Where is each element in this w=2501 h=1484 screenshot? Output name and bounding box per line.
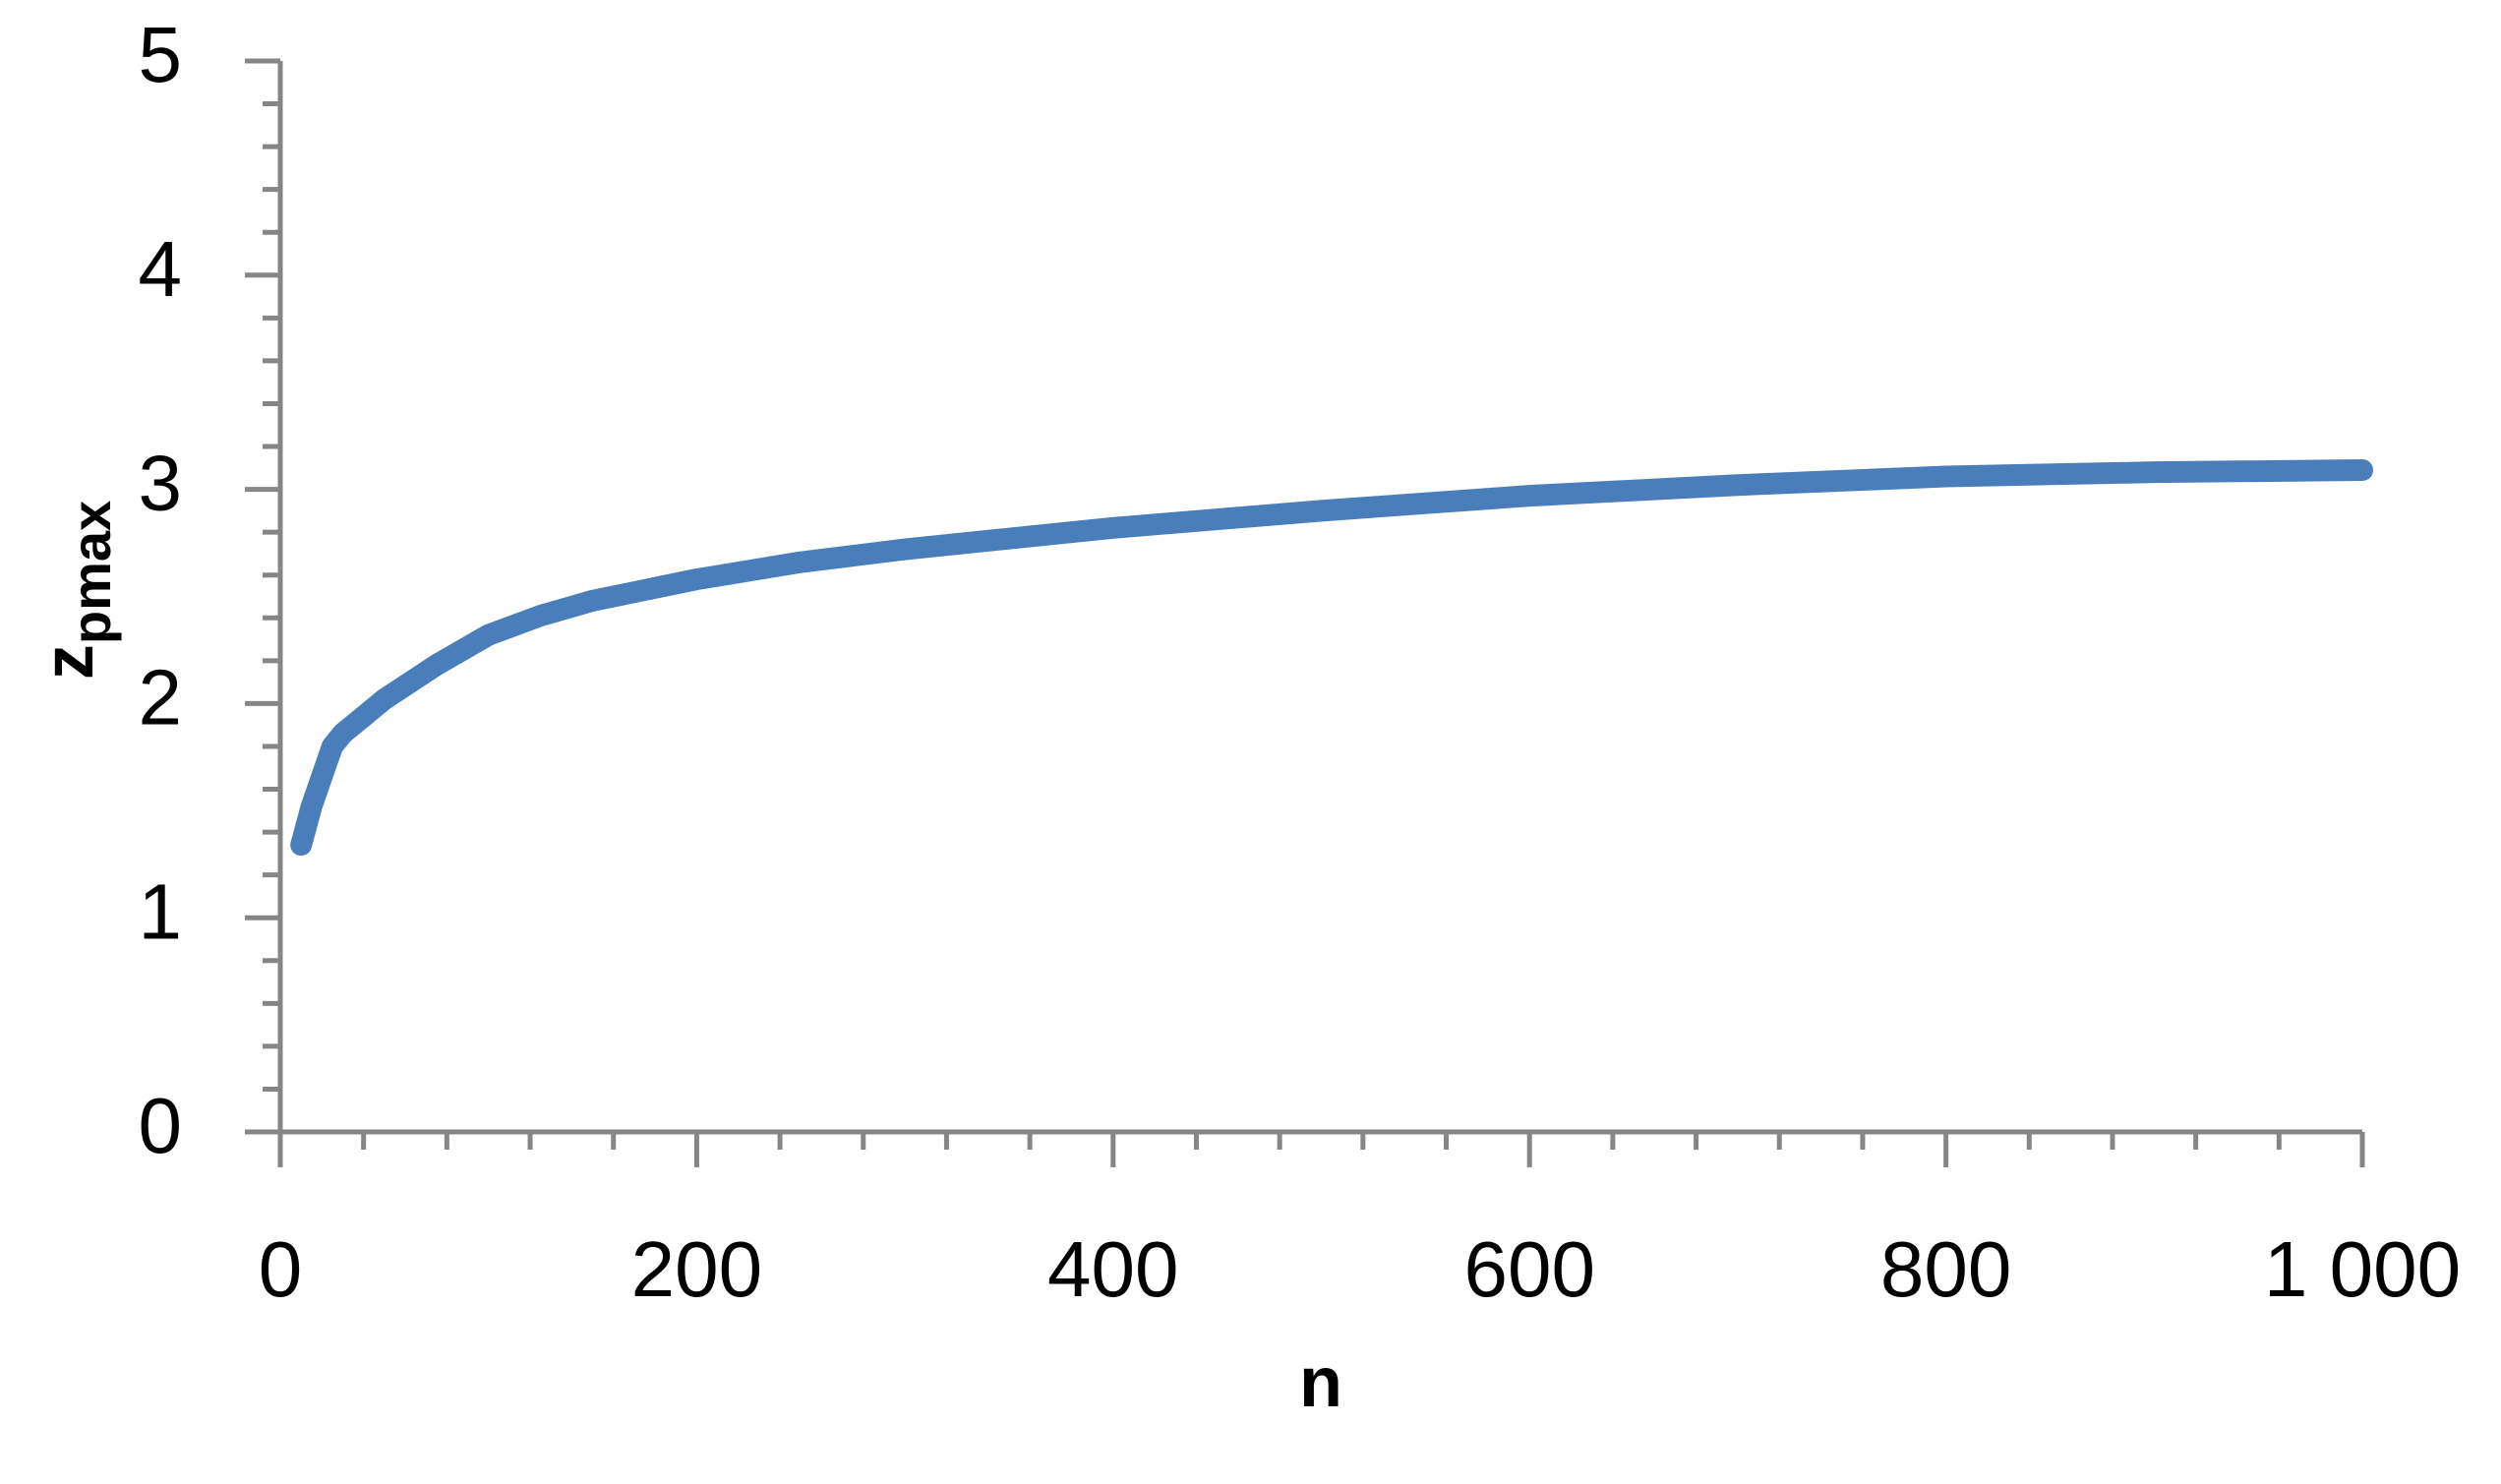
x-tick-label: 1 000 bbox=[2264, 1225, 2461, 1313]
data-line bbox=[290, 458, 2373, 857]
x-axis-title: n bbox=[1299, 1343, 1342, 1422]
y-axis-title: zpmax bbox=[30, 501, 122, 680]
y-tick-label: 5 bbox=[139, 11, 183, 98]
y-tick-label: 0 bbox=[139, 1082, 183, 1169]
y-tick-label: 2 bbox=[139, 654, 183, 742]
y-tick-label: 3 bbox=[139, 440, 183, 527]
y-tick-label: 1 bbox=[139, 867, 183, 955]
x-tick-label: 600 bbox=[1463, 1225, 1594, 1313]
x-tick-label: 200 bbox=[631, 1225, 762, 1313]
x-tick-label: 0 bbox=[259, 1225, 303, 1313]
y-axis-title-sub: pmax bbox=[60, 501, 122, 644]
x-tick-label: 400 bbox=[1047, 1225, 1178, 1313]
y-tick-label: 4 bbox=[139, 225, 183, 313]
x-tick-label: 800 bbox=[1880, 1225, 2011, 1313]
y-axis-title-main: z bbox=[30, 644, 108, 680]
